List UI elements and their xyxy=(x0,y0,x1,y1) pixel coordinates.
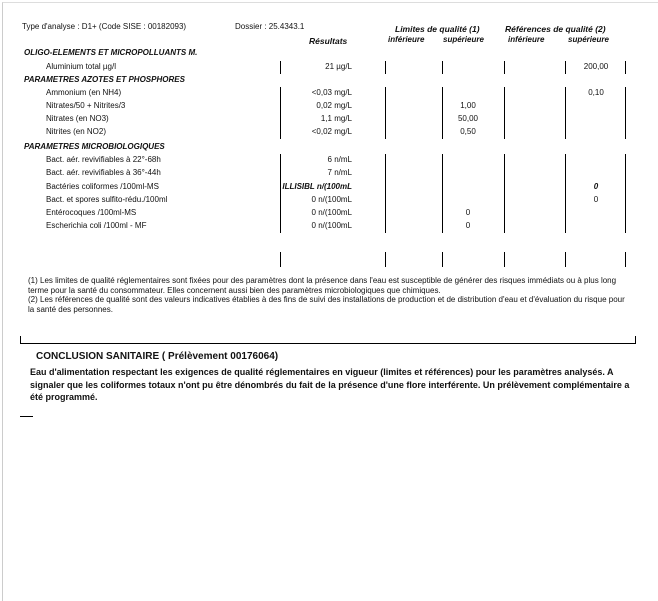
column-divider xyxy=(385,61,386,74)
column-divider xyxy=(625,154,626,233)
column-divider xyxy=(442,61,443,74)
ref-upper-value: 200,00 xyxy=(583,62,609,71)
column-divider xyxy=(565,154,566,233)
ref-upper-value: 0 xyxy=(593,195,599,204)
ref-lower-header: inférieure xyxy=(508,35,545,44)
column-divider xyxy=(504,61,505,74)
limit-upper-value: 0 xyxy=(465,221,471,230)
result-value: 7 n/mL xyxy=(327,168,352,177)
limit-upper-value: 0,50 xyxy=(460,127,476,136)
result-value: 1,1 mg/L xyxy=(320,114,352,123)
column-divider xyxy=(442,154,443,233)
column-divider xyxy=(625,87,626,139)
result-value: 0 n/(100mL xyxy=(311,221,352,230)
references-header: Références de qualité (2) xyxy=(505,24,606,34)
column-divider xyxy=(565,87,566,139)
limit-upper-value: 1,00 xyxy=(460,101,476,110)
result-value: ILLISIBL n/(100mL xyxy=(282,182,352,191)
footnote-1: (1) Les limites de qualité réglementaire… xyxy=(28,276,617,295)
conclusion-title: CONCLUSION SANITAIRE ( Prélèvement 00176… xyxy=(36,351,279,362)
result-value: 21 µg/L xyxy=(325,62,352,71)
limit-upper-header: supérieure xyxy=(443,35,484,44)
group-title: PARAMETRES AZOTES ET PHOSPHORES xyxy=(24,75,185,84)
column-divider xyxy=(565,61,566,74)
parameter-name: Bact. aér. revivifiables à 22°-68h xyxy=(46,155,161,164)
parameter-name: Aluminium total µg/l xyxy=(46,62,116,71)
parameter-name: Bactéries coliformes /100ml-MS xyxy=(46,182,159,191)
parameter-name: Entérocoques /100ml-MS xyxy=(46,208,137,217)
result-value: 0 n/(100mL xyxy=(311,208,352,217)
result-value: 6 n/mL xyxy=(327,155,352,164)
column-divider xyxy=(625,61,626,74)
parameter-name: Nitrates/50 + Nitrites/3 xyxy=(46,101,126,110)
limit-upper-value: 0 xyxy=(465,208,471,217)
group-title: PARAMETRES MICROBIOLOGIQUES xyxy=(24,142,165,151)
column-divider xyxy=(504,87,505,139)
column-divider xyxy=(565,252,566,267)
column-divider xyxy=(504,252,505,267)
column-divider xyxy=(280,252,281,267)
ref-upper-value: 0,10 xyxy=(588,88,604,97)
section-divider xyxy=(20,336,636,344)
parameter-name: Nitrates (en NO3) xyxy=(46,114,109,123)
column-divider xyxy=(442,87,443,139)
dossier-number: Dossier : 25.4343.1 xyxy=(235,22,305,31)
footnote-2: (2) Les références de qualité sont des v… xyxy=(28,295,625,314)
conclusion-body: Eau d'alimentation respectant les exigen… xyxy=(30,367,630,402)
result-value: <0,02 mg/L xyxy=(311,127,352,136)
result-value: 0 n/(100mL xyxy=(311,195,352,204)
parameter-name: Bact. aér. revivifiables à 36°-44h xyxy=(46,168,161,177)
column-divider xyxy=(625,252,626,267)
ref-upper-value: 0 xyxy=(593,182,599,191)
ref-upper-header: supérieure xyxy=(568,35,609,44)
end-mark xyxy=(20,416,33,417)
parameter-name: Bact. et spores sulfito-rédu./100ml xyxy=(46,195,168,204)
column-divider xyxy=(385,87,386,139)
limit-lower-header: inférieure xyxy=(388,35,425,44)
column-divider xyxy=(504,154,505,233)
limit-upper-value: 50,00 xyxy=(457,114,479,123)
group-title: OLIGO-ELEMENTS ET MICROPOLLUANTS M. xyxy=(24,48,198,57)
parameter-name: Nitrites (en NO2) xyxy=(46,127,107,136)
column-divider xyxy=(280,61,281,74)
column-divider xyxy=(385,252,386,267)
result-value: 0,02 mg/L xyxy=(316,101,352,110)
column-divider xyxy=(280,154,281,233)
column-divider xyxy=(385,154,386,233)
result-value: <0,03 mg/L xyxy=(311,88,352,97)
parameter-name: Escherichia coli /100ml - MF xyxy=(46,221,147,230)
column-divider xyxy=(280,87,281,139)
column-divider xyxy=(442,252,443,267)
analysis-type: Type d'analyse : D1+ (Code SISE : 001820… xyxy=(22,22,187,31)
results-header: Résultats xyxy=(309,36,348,46)
limits-header: Limites de qualité (1) xyxy=(395,24,480,34)
parameter-name: Ammonium (en NH4) xyxy=(46,88,122,97)
